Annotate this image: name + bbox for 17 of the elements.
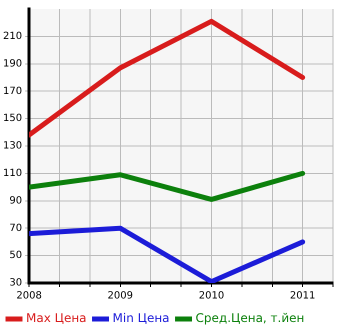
y-tick-label: 50 [9,250,22,262]
legend-label: Max Цена [26,311,87,326]
y-tick-label: 210 [2,30,22,42]
y-tick-label: 190 [2,58,22,70]
y-tick-label: 170 [2,86,22,97]
x-tick-label: 2010 [198,290,224,302]
x-tick-label: 2009 [108,290,133,302]
legend-label: Min Цена [112,311,170,326]
y-tick-label: 90 [9,195,22,206]
x-tick-label: 2011 [290,290,316,302]
y-tick-label: 70 [9,222,22,234]
y-tick-label: 30 [9,278,22,289]
y-tick-label: 110 [2,168,22,179]
y-tick-label: 130 [2,140,22,152]
legend-label: Сред.Цена, т.йен [196,311,304,326]
x-tick-label: 2008 [16,290,42,302]
y-tick-label: 150 [2,113,22,124]
